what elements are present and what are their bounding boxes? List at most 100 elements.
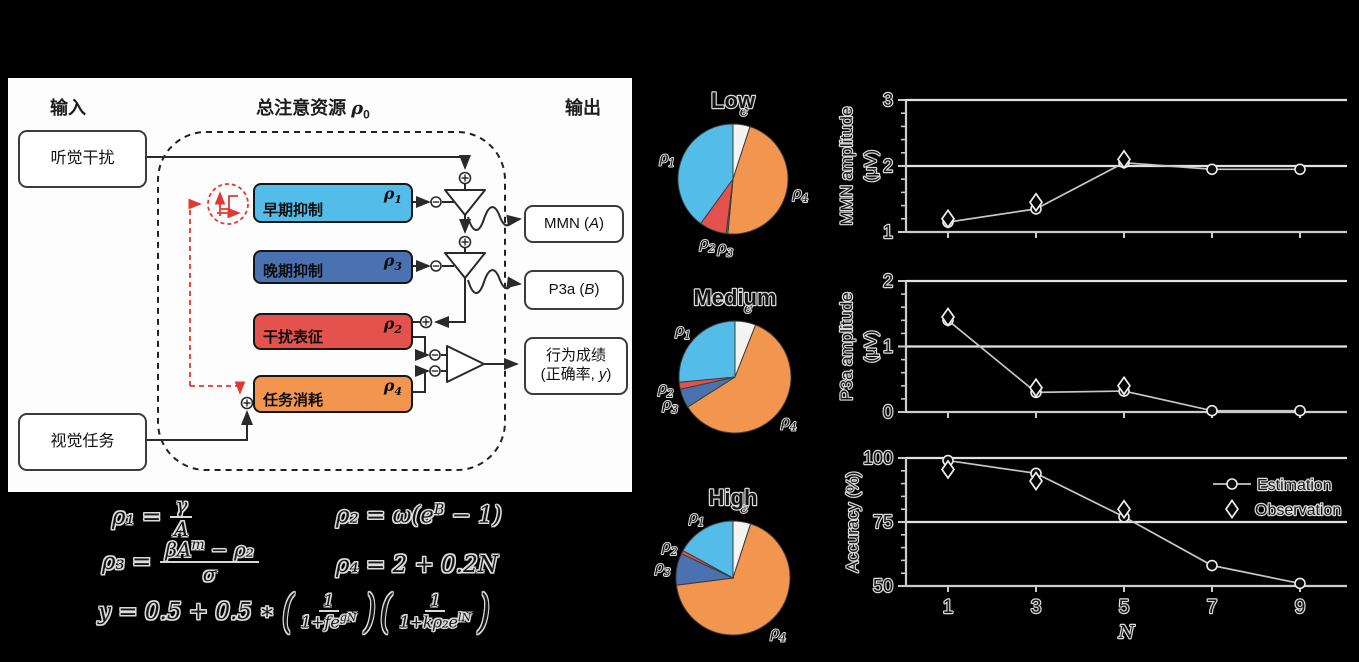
observation-point bbox=[1116, 499, 1132, 520]
eq5-prefix: y = 0.5 + 0.5 ∗ bbox=[98, 598, 275, 625]
x-tick-label: 7 bbox=[1207, 597, 1218, 618]
x-axis-label: N bbox=[1118, 622, 1136, 643]
mmn-gain-triangle bbox=[444, 189, 486, 216]
estimation-point bbox=[1206, 404, 1218, 417]
pie-title: Low bbox=[711, 88, 756, 113]
pie-slice-label: ρ4 bbox=[792, 184, 809, 205]
y-tick-label: 1 bbox=[883, 222, 893, 242]
observation-point bbox=[940, 208, 956, 229]
legend-estimation-marker bbox=[1226, 478, 1238, 490]
open-paren: ( bbox=[281, 584, 295, 638]
auditory-input-wire bbox=[143, 155, 471, 170]
pie-slice-ρ1 bbox=[678, 320, 736, 383]
y-tick-label: 75 bbox=[873, 512, 893, 532]
plus-sign bbox=[461, 238, 469, 246]
estimation-line bbox=[947, 161, 1300, 223]
eq4-body: ρ₄ = 2 + 0.2N bbox=[336, 552, 498, 578]
early-inhibition-label: 早期抑制 bbox=[263, 202, 324, 219]
block-late: 晚期抑制 ρ3 bbox=[253, 250, 413, 284]
feedback-red-group bbox=[188, 183, 249, 395]
pie-slice-label: ρ3 bbox=[717, 239, 734, 260]
gain-triangles bbox=[444, 189, 486, 383]
p3a-output-box: P3a (B) bbox=[524, 270, 624, 310]
pie-slice-ρ4 bbox=[687, 324, 792, 434]
eq1-lhs: ρ₁ = bbox=[112, 504, 162, 531]
pie-slice-label: ρ2 bbox=[699, 234, 716, 255]
pie-slice-ρ1 bbox=[682, 520, 734, 579]
pie-slice-label: ϵ bbox=[744, 299, 753, 317]
estimation-point bbox=[1206, 163, 1218, 176]
plus-sign bbox=[461, 174, 469, 182]
header-output: 输出 bbox=[565, 98, 601, 118]
pie-slice-label: ρ4 bbox=[769, 624, 786, 645]
block-task: 任务消耗 ρ4 bbox=[253, 375, 413, 413]
interference-representation-label: 干扰表征 bbox=[263, 329, 324, 346]
block-interference: 干扰表征 ρ2 bbox=[253, 313, 413, 350]
behavior-output-box: 行为成绩 (正确率, y) bbox=[524, 337, 628, 395]
rho2-to-gain-wire bbox=[413, 336, 430, 361]
y-tick-label: 50 bbox=[873, 576, 893, 596]
observation-point bbox=[1028, 377, 1044, 398]
pie-slice-label: ρ2 bbox=[657, 379, 674, 400]
rho2-symbol: ρ2 bbox=[383, 314, 402, 337]
eq3-fraction: βAm − ρ₂ σ bbox=[160, 537, 259, 585]
pie-slice-label: ρ1 bbox=[658, 149, 675, 170]
resource-boundary-dashed bbox=[157, 131, 506, 471]
pie-slice-ρ4 bbox=[727, 126, 789, 235]
rho3-symbol: ρ3 bbox=[383, 251, 402, 274]
y-tick-label: 1 bbox=[883, 337, 893, 357]
visual-input-wire bbox=[143, 410, 253, 441]
equation-rho3: ρ₃ = βAm − ρ₂ σ bbox=[102, 537, 259, 585]
y-axis-label: (μV) bbox=[861, 150, 880, 182]
p3a-wavy-arrow bbox=[467, 269, 522, 294]
pie-slice-label: ρ2 bbox=[661, 537, 678, 558]
pie-title: High bbox=[709, 485, 758, 510]
open-paren: ( bbox=[380, 584, 393, 638]
black-wires bbox=[143, 155, 522, 441]
observation-point bbox=[940, 307, 956, 327]
estimation-point bbox=[1294, 163, 1306, 176]
estimation-point bbox=[1294, 404, 1306, 417]
y-axis-label: (μV) bbox=[861, 330, 880, 362]
rho1-symbol: ρ1 bbox=[383, 184, 402, 207]
y-tick-label: 3 bbox=[883, 90, 893, 110]
auditory-distraction-box: 听觉干扰 bbox=[18, 130, 147, 188]
b-to-rho2-feedback-wire bbox=[434, 278, 466, 328]
visual-task-box: 视觉任务 bbox=[18, 413, 147, 471]
p3a-output-label: P3a (B) bbox=[548, 280, 600, 298]
close-paren: ) bbox=[363, 584, 376, 638]
task-consumption-label: 任务消耗 bbox=[263, 392, 324, 409]
estimation-point bbox=[1206, 559, 1218, 572]
estimation-line bbox=[947, 319, 1300, 412]
step-function-icon bbox=[214, 191, 241, 219]
auditory-distraction-label: 听觉干扰 bbox=[50, 150, 115, 167]
header-input: 输入 bbox=[50, 98, 86, 118]
x-tick-label: 9 bbox=[1295, 597, 1306, 618]
pie-slice-label: ρ4 bbox=[780, 413, 797, 434]
x-tick-label: 3 bbox=[1031, 597, 1042, 618]
legend-estimation-label: Estimation bbox=[1257, 477, 1332, 494]
rho4-to-gain-wire bbox=[413, 365, 430, 393]
pie-title: Medium bbox=[693, 285, 776, 310]
pie-slice-ρ4 bbox=[675, 523, 791, 636]
y-axis-label: Accuracy (%) bbox=[843, 471, 862, 572]
equation-rho2: ρ₂ = ω(eB − 1) bbox=[336, 502, 502, 529]
observation-point bbox=[940, 459, 956, 480]
y-axis-label: P3a amplitude bbox=[837, 292, 856, 401]
trigger-dashed-circle bbox=[207, 183, 249, 225]
observation-point bbox=[1116, 149, 1132, 170]
pie-slice-label: ϵ bbox=[740, 499, 749, 517]
line-chart-1: 0 1 2 P3a amplitude (μV) bbox=[836, 270, 1347, 423]
observation-point bbox=[1116, 375, 1132, 396]
behavior-output-line1: 行为成绩 bbox=[545, 347, 606, 365]
pie-slice-label: ρ3 bbox=[654, 558, 671, 579]
y-tick-label: 2 bbox=[883, 156, 893, 176]
mmn-output-label: MMN (A) bbox=[543, 214, 604, 232]
late-inhibition-label: 晚期抑制 bbox=[263, 263, 324, 280]
y-tick-label: 100 bbox=[863, 448, 893, 468]
